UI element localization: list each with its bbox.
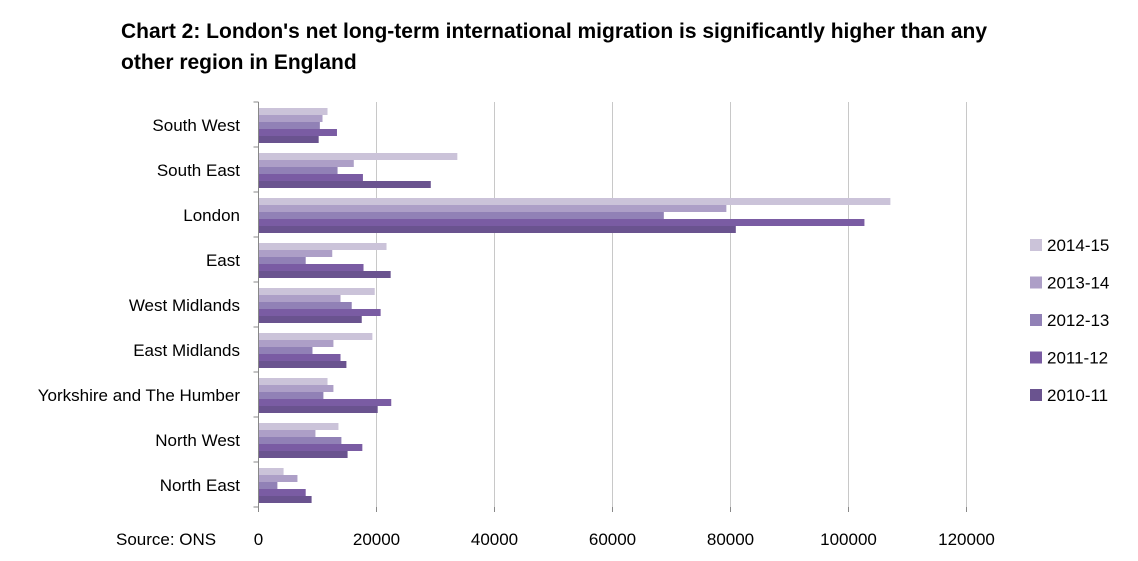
bar-2010-11-east <box>258 271 391 278</box>
legend-label: 2011-12 <box>1047 349 1108 368</box>
bar-2012-13-london <box>258 212 664 219</box>
category-label: South East <box>157 161 240 180</box>
bar-2014-15-south-west <box>258 108 328 115</box>
bar-2011-12-east <box>258 264 364 271</box>
legend-swatch <box>1030 389 1042 401</box>
category-label: London <box>183 206 240 225</box>
bar-2012-13-east <box>258 257 306 264</box>
legend-label: 2014-15 <box>1047 236 1109 255</box>
category-label: Yorkshire and The Humber <box>38 386 241 405</box>
source-note: Source: ONS <box>116 530 217 549</box>
bar-2013-14-east-midlands <box>258 340 334 347</box>
x-tick-label: 40000 <box>471 530 518 549</box>
bar-2013-14-south-east <box>258 160 354 167</box>
category-label: West Midlands <box>129 296 240 315</box>
bar-2010-11-yorkshire-and-the-humber <box>258 406 378 413</box>
bar-2013-14-london <box>258 205 727 212</box>
bar-2010-11-west-midlands <box>258 316 362 323</box>
bar-2011-12-west-midlands <box>258 309 381 316</box>
bar-2012-13-south-west <box>258 122 320 129</box>
bar-2013-14-yorkshire-and-the-humber <box>258 385 334 392</box>
bar-2011-12-south-east <box>258 174 363 181</box>
bar-2013-14-east <box>258 250 333 257</box>
x-tick-label: 20000 <box>353 530 400 549</box>
x-tick-label: 80000 <box>707 530 754 549</box>
bar-2013-14-west-midlands <box>258 295 341 302</box>
bar-2014-15-east <box>258 243 387 250</box>
legend-label: 2012-13 <box>1047 311 1109 330</box>
bar-2013-14-south-west <box>258 115 323 122</box>
category-label: North East <box>160 476 241 495</box>
bar-2012-13-north-west <box>258 437 342 444</box>
legend-swatch <box>1030 351 1042 364</box>
category-label: East Midlands <box>133 341 240 360</box>
bar-2011-12-south-west <box>258 129 337 136</box>
bar-2014-15-east-midlands <box>258 333 373 340</box>
bar-2014-15-north-west <box>258 423 339 430</box>
bar-2014-15-south-east <box>258 153 458 160</box>
bar-2014-15-west-midlands <box>258 288 375 295</box>
bar-2011-12-yorkshire-and-the-humber <box>258 399 392 406</box>
x-tick-label: 120000 <box>938 530 995 549</box>
category-label: North West <box>155 431 240 450</box>
bar-2010-11-south-west <box>258 136 319 143</box>
bar-2014-15-yorkshire-and-the-humber <box>258 378 328 385</box>
legend-swatch <box>1030 314 1042 326</box>
bar-2013-14-north-west <box>258 430 316 437</box>
bar-2011-12-north-east <box>258 489 306 496</box>
chart-title: Chart 2: London's net long-term internat… <box>121 20 988 74</box>
category-label: South West <box>152 116 240 135</box>
bar-2012-13-east-midlands <box>258 347 313 354</box>
x-tick-label: 60000 <box>589 530 636 549</box>
bar-2012-13-north-east <box>258 482 278 489</box>
bar-2014-15-north-east <box>258 468 284 475</box>
bar-2011-12-north-west <box>258 444 363 451</box>
bar-2011-12-east-midlands <box>258 354 341 361</box>
bar-2010-11-north-west <box>258 451 348 458</box>
bar-2012-13-south-east <box>258 167 338 174</box>
bar-2010-11-south-east <box>258 181 431 188</box>
legend-label: 2010-11 <box>1047 386 1108 405</box>
bar-2013-14-north-east <box>258 475 298 482</box>
bar-2012-13-yorkshire-and-the-humber <box>258 392 324 399</box>
bar-2010-11-east-midlands <box>258 361 347 368</box>
x-tick-label: 100000 <box>820 530 877 549</box>
bar-2014-15-london <box>258 198 891 205</box>
bar-2010-11-london <box>258 226 736 233</box>
legend-swatch <box>1030 276 1042 289</box>
category-label: East <box>206 251 240 270</box>
legend-swatch <box>1030 239 1042 251</box>
bar-2010-11-north-east <box>258 496 312 503</box>
legend-label: 2013-14 <box>1047 274 1109 293</box>
bar-2012-13-west-midlands <box>258 302 352 309</box>
x-tick-label: 0 <box>254 530 263 549</box>
bar-2011-12-london <box>258 219 865 226</box>
